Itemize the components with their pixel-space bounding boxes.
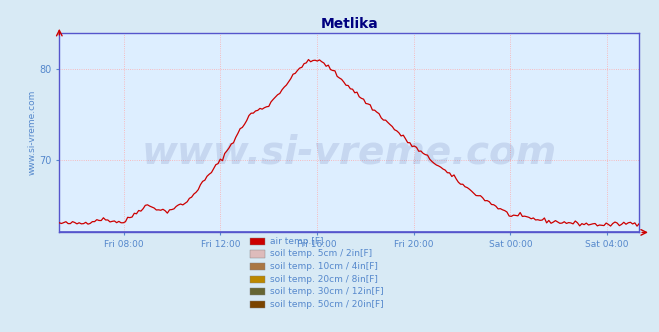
Title: Metlika: Metlika [320,17,378,31]
Text: www.si-vreme.com: www.si-vreme.com [142,134,557,172]
Text: air temp.[F]: air temp.[F] [270,237,324,246]
Text: soil temp. 50cm / 20in[F]: soil temp. 50cm / 20in[F] [270,300,384,309]
Text: soil temp. 5cm / 2in[F]: soil temp. 5cm / 2in[F] [270,249,372,259]
Y-axis label: www.si-vreme.com: www.si-vreme.com [28,90,36,176]
Text: soil temp. 10cm / 4in[F]: soil temp. 10cm / 4in[F] [270,262,378,271]
Text: soil temp. 20cm / 8in[F]: soil temp. 20cm / 8in[F] [270,275,378,284]
Text: soil temp. 30cm / 12in[F]: soil temp. 30cm / 12in[F] [270,287,384,296]
